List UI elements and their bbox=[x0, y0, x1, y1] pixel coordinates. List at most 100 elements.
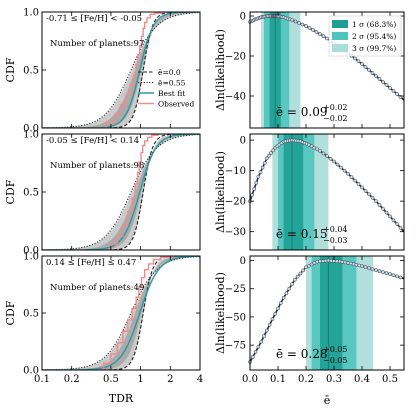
likelihood-point bbox=[356, 59, 361, 64]
legend-swatch bbox=[332, 20, 348, 28]
lik-ytick-label: −20 bbox=[225, 197, 246, 208]
likelihood-point bbox=[356, 182, 361, 186]
likelihood-point bbox=[342, 168, 347, 173]
cdf-ylabel: CDF bbox=[4, 57, 17, 82]
lik-ytick-label: 0 bbox=[240, 256, 246, 267]
legend-entry: Best fit bbox=[158, 89, 185, 98]
lik-frame-1 bbox=[249, 133, 405, 251]
lik-xlabel: ē bbox=[324, 394, 331, 407]
likelihood-point bbox=[290, 282, 294, 287]
likelihood-point bbox=[391, 89, 396, 93]
likelihood-point bbox=[349, 175, 354, 179]
likelihood-point bbox=[391, 218, 396, 223]
likelihood-point bbox=[278, 301, 283, 305]
likelihood-point bbox=[374, 74, 378, 78]
likelihood-point bbox=[381, 80, 385, 84]
legend-entry: 1 σ (68.3%) bbox=[352, 20, 396, 29]
likelihood-point bbox=[309, 262, 314, 267]
likelihood-point bbox=[377, 77, 382, 81]
likelihood-point bbox=[318, 32, 322, 36]
likelihood-point bbox=[398, 275, 403, 280]
cdf-ytick-label: 1.0 bbox=[23, 130, 39, 141]
cdf-xtick-label: 2 bbox=[167, 374, 173, 385]
likelihood-point bbox=[367, 68, 371, 72]
lik-ytick-label: −30 bbox=[225, 227, 246, 238]
likelihood-point bbox=[328, 156, 333, 161]
likelihood-point bbox=[254, 180, 259, 185]
likelihood-point bbox=[259, 339, 264, 344]
cdf-ytick-label: 0.5 bbox=[23, 66, 39, 77]
likelihood-point bbox=[360, 264, 364, 269]
best-upper-error: +0.05 bbox=[323, 345, 348, 354]
likelihood-point bbox=[381, 270, 385, 274]
lik-ytick-label: −25 bbox=[225, 284, 246, 295]
legend-entry: 3 σ (99.7%) bbox=[352, 44, 396, 53]
likelihood-point bbox=[363, 189, 368, 193]
likelihood-point bbox=[325, 154, 329, 158]
likelihood-point bbox=[353, 56, 357, 61]
legend-entry: 2 σ (95.4%) bbox=[352, 32, 396, 41]
likelihood-point bbox=[374, 199, 378, 204]
likelihood-point bbox=[298, 271, 303, 276]
likelihood-point bbox=[250, 193, 254, 197]
likelihood-point bbox=[264, 328, 269, 333]
cdf-ytick-label: 1.0 bbox=[23, 252, 39, 263]
likelihood-point bbox=[256, 174, 261, 179]
likelihood-point bbox=[314, 30, 319, 34]
likelihood-point bbox=[367, 192, 371, 197]
likelihood-point bbox=[262, 161, 267, 165]
lik-ytick-label: −20 bbox=[225, 52, 246, 63]
likelihood-point bbox=[339, 165, 343, 170]
likelihood-point bbox=[293, 19, 298, 24]
metallicity-range-label: -0.71 ≤ [Fe/H] < -0.05 bbox=[46, 14, 142, 24]
likelihood-point bbox=[273, 311, 278, 316]
likelihood-point bbox=[370, 71, 375, 75]
best-estimate-label: ē = 0.15 bbox=[276, 227, 328, 241]
likelihood-point bbox=[395, 274, 399, 279]
best-lower-error: −0.03 bbox=[323, 236, 348, 245]
lik-ytick-label: −40 bbox=[225, 92, 246, 103]
e055-line-0 bbox=[42, 12, 200, 128]
likelihood-point bbox=[312, 261, 317, 265]
likelihood-point bbox=[353, 178, 357, 183]
lik-ytick-label: −75 bbox=[225, 341, 246, 352]
likelihood-point bbox=[388, 214, 392, 219]
e00-line-2 bbox=[42, 256, 200, 370]
likelihood-point bbox=[363, 265, 368, 269]
likelihood-point bbox=[377, 203, 382, 207]
best-estimate-label: ē = 0.28 bbox=[276, 347, 328, 361]
observed-line-1 bbox=[101, 134, 166, 250]
likelihood-point bbox=[262, 334, 266, 338]
best-fit-line-0 bbox=[42, 12, 200, 128]
lik-ylabel: Δln(likelihood) bbox=[214, 29, 227, 111]
cdf-xtick-label: 4 bbox=[197, 374, 203, 385]
cdf-xtick-label: 0.5 bbox=[103, 374, 119, 385]
likelihood-point bbox=[276, 306, 280, 311]
cdf-xtick-label: 0.2 bbox=[64, 374, 80, 385]
observed-line-0 bbox=[93, 12, 171, 128]
likelihood-point bbox=[270, 317, 275, 322]
likelihood-point bbox=[269, 151, 273, 155]
e055-line-1 bbox=[42, 134, 200, 250]
lik-xtick-label: 0.5 bbox=[382, 374, 398, 385]
likelihood-point bbox=[395, 92, 399, 96]
likelihood-point bbox=[287, 286, 292, 291]
likelihood-point bbox=[284, 291, 289, 296]
likelihood-point bbox=[253, 350, 258, 354]
lik-xtick-label: 0.0 bbox=[242, 374, 258, 385]
likelihood-point bbox=[312, 145, 317, 150]
planet-count-label: Number of planets:49 bbox=[50, 283, 144, 293]
lik-xtick-label: 0.2 bbox=[298, 374, 314, 385]
legend-swatch bbox=[332, 44, 348, 52]
legend-entry: ē=0.0 bbox=[158, 68, 181, 77]
sigma1-band-2 bbox=[320, 256, 343, 370]
likelihood-point bbox=[264, 156, 269, 161]
likelihood-point bbox=[301, 268, 306, 273]
model-band-inner-1 bbox=[42, 134, 200, 250]
best-lower-error: −0.05 bbox=[323, 356, 348, 365]
likelihood-point bbox=[370, 195, 375, 200]
legend-swatch bbox=[332, 32, 348, 40]
cdf-xtick-label: 0.1 bbox=[34, 374, 50, 385]
likelihood-point bbox=[307, 26, 312, 30]
likelihood-point bbox=[388, 86, 392, 90]
